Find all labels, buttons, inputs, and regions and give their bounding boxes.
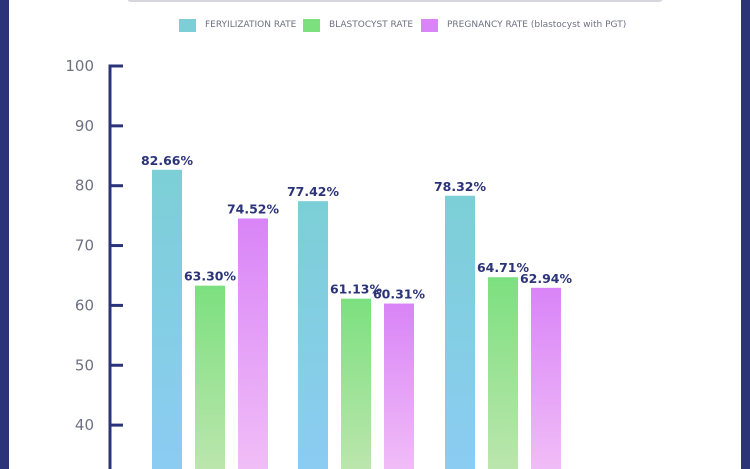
y-tick-label-80: 80	[75, 177, 94, 195]
data-label-series2-group0: 74.52%	[227, 201, 280, 216]
data-label-series0-group1: 77.42%	[287, 184, 340, 199]
y-tick-label-40: 40	[75, 416, 94, 434]
y-tick-label-60: 60	[75, 296, 94, 314]
chart-legend: FERYILIZATION RATE BLASTOCYST RATE PREGN…	[0, 16, 750, 34]
legend-item-blastocyst[interactable]: BLASTOCYST RATE	[303, 16, 413, 34]
legend-swatch-pregnancy	[421, 18, 438, 32]
y-tick-label-70: 70	[75, 237, 94, 255]
data-label-series2-group1: 60.31%	[373, 287, 426, 302]
data-label-series0-group2: 78.32%	[434, 179, 487, 194]
legend-swatch-fertilization	[179, 18, 196, 32]
y-tick-label-100: 100	[65, 57, 94, 75]
bar-series1-group0	[195, 285, 225, 469]
bar-series2-group2	[531, 287, 561, 469]
bar-series1-group1	[341, 298, 371, 469]
legend-label-fertilization: FERYILIZATION RATE	[205, 20, 297, 30]
data-label-series2-group2: 62.94%	[520, 271, 573, 286]
bar-series2-group0	[238, 218, 268, 469]
legend-label-pregnancy: PREGNANCY RATE (blastocyst with PGT)	[447, 20, 627, 30]
y-tick-label-90: 90	[75, 117, 94, 135]
bar-series2-group1	[384, 303, 414, 469]
legend-label-blastocyst: BLASTOCYST RATE	[329, 20, 414, 30]
legend-swatch-blastocyst	[303, 18, 320, 32]
legend-item-fertilization[interactable]: FERYILIZATION RATE	[179, 16, 296, 34]
bar-series0-group1	[298, 201, 328, 469]
legend-item-pregnancy[interactable]: PREGNANCY RATE (blastocyst with PGT)	[421, 16, 626, 34]
data-label-series1-group1: 61.13%	[330, 282, 383, 297]
chart-panel	[9, 0, 741, 469]
data-label-series1-group0: 63.30%	[184, 269, 237, 284]
header-tab	[127, 0, 663, 2]
data-label-series1-group2: 64.71%	[477, 260, 530, 275]
bar-series1-group2	[488, 277, 518, 469]
y-tick-label-50: 50	[75, 356, 94, 374]
bar-series0-group0	[152, 169, 182, 469]
bar-series0-group2	[445, 195, 475, 469]
data-label-series0-group0: 82.66%	[141, 153, 194, 168]
